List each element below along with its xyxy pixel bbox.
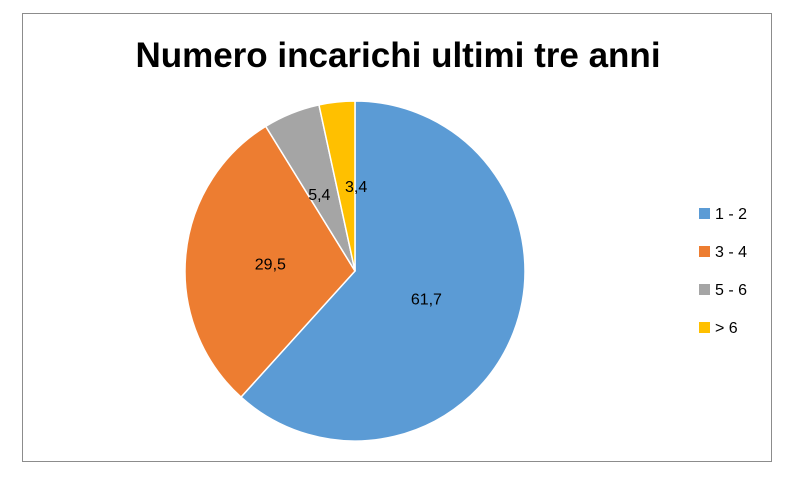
pie-slice-2 (184, 125, 356, 399)
data-label-3: 5,4 (308, 187, 330, 204)
legend-label-4: > 6 (715, 320, 738, 337)
chart-title: Numero incarichi ultimi tre anni (135, 36, 661, 75)
legend-swatch-2 (699, 246, 710, 257)
legend-swatch-1 (699, 208, 710, 219)
data-label-4: 3,4 (345, 179, 367, 196)
chart-frame: Numero incarichi ultimi tre anni 61,7 29,… (22, 13, 772, 462)
data-label-2: 29,5 (255, 256, 286, 273)
pie-slice-4 (318, 100, 356, 272)
legend-swatch-4 (699, 322, 710, 333)
legend-label-1: 1 - 2 (715, 206, 747, 223)
pie-chart: 61,7 29,5 5,4 3,4 1 - 2 3 - 4 5 - 6 > 6 (184, 100, 747, 442)
legend-swatch-3 (699, 284, 710, 295)
legend-label-2: 3 - 4 (715, 244, 747, 261)
legend-label-3: 5 - 6 (715, 282, 747, 299)
data-label-1: 61,7 (411, 291, 442, 308)
pie-slice-1 (239, 100, 526, 442)
